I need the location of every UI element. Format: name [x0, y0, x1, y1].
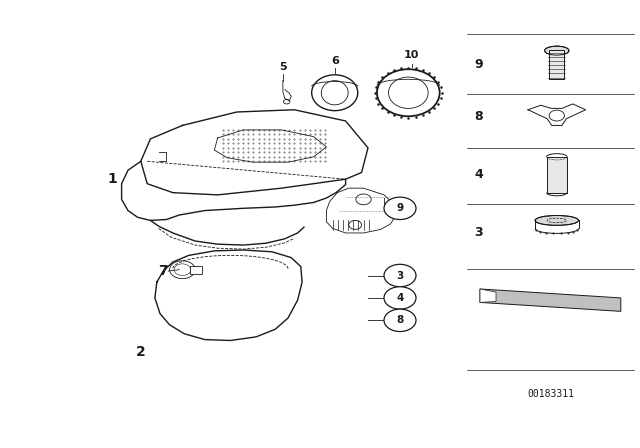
Polygon shape: [480, 289, 496, 302]
Text: 5: 5: [279, 62, 287, 72]
Circle shape: [384, 287, 416, 309]
Text: 6: 6: [331, 56, 339, 66]
Circle shape: [384, 197, 416, 220]
Text: 8: 8: [396, 315, 404, 325]
Text: 10: 10: [404, 51, 419, 60]
Text: 4: 4: [396, 293, 404, 303]
Polygon shape: [159, 152, 166, 161]
Circle shape: [384, 264, 416, 287]
Bar: [190, 266, 202, 274]
Text: 7: 7: [158, 264, 168, 278]
Bar: [549, 50, 564, 79]
Text: 9: 9: [396, 203, 404, 213]
Bar: [547, 157, 567, 193]
Polygon shape: [480, 289, 621, 311]
Text: 3: 3: [396, 271, 404, 280]
Ellipse shape: [545, 46, 569, 55]
Text: 3: 3: [474, 226, 483, 240]
Text: 2: 2: [136, 345, 146, 359]
Ellipse shape: [535, 215, 579, 225]
Text: 8: 8: [474, 110, 483, 123]
Text: 4: 4: [474, 168, 483, 181]
Text: 00183311: 00183311: [527, 389, 574, 399]
Text: 1: 1: [107, 172, 117, 186]
Circle shape: [384, 309, 416, 332]
Text: 9: 9: [474, 58, 483, 72]
